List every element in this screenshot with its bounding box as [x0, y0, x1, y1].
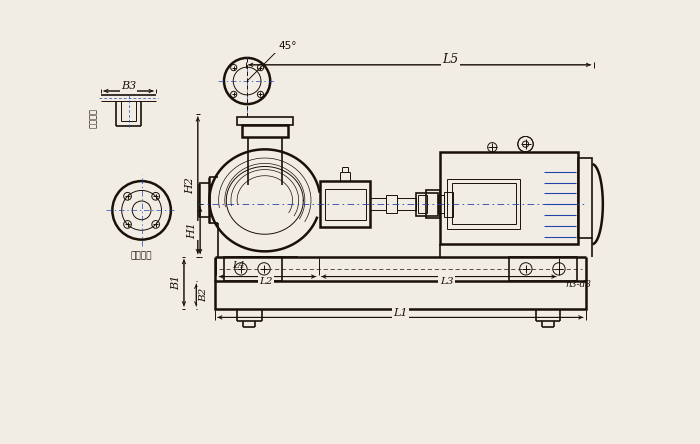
Bar — [325, 189, 365, 220]
Bar — [444, 192, 454, 217]
Text: L1: L1 — [393, 308, 407, 318]
Bar — [440, 152, 578, 244]
Text: n3-d3: n3-d3 — [565, 281, 591, 289]
Bar — [509, 257, 577, 281]
Text: 入口中心: 入口中心 — [131, 251, 153, 260]
Text: 出口中心: 出口中心 — [90, 108, 99, 128]
Bar — [418, 195, 427, 214]
Text: H1: H1 — [188, 222, 197, 239]
Bar — [215, 281, 586, 309]
Bar — [578, 158, 592, 238]
Bar — [224, 257, 281, 281]
Bar — [320, 181, 370, 227]
Text: B1: B1 — [172, 275, 181, 290]
Text: L2: L2 — [260, 278, 273, 286]
Text: B2: B2 — [199, 288, 208, 302]
Bar — [386, 195, 397, 214]
Text: L5: L5 — [442, 53, 458, 66]
Bar — [397, 198, 416, 210]
Text: B3: B3 — [121, 81, 136, 91]
Bar — [426, 190, 440, 218]
Bar — [416, 193, 438, 216]
Bar — [241, 125, 288, 137]
Bar — [452, 183, 516, 224]
Bar — [447, 179, 520, 229]
Bar — [237, 117, 293, 125]
Text: H2: H2 — [185, 177, 195, 194]
Bar — [438, 195, 444, 214]
Text: L3: L3 — [440, 278, 454, 286]
Text: L4: L4 — [232, 261, 244, 270]
Bar — [370, 198, 386, 210]
Text: 45°: 45° — [279, 41, 297, 51]
